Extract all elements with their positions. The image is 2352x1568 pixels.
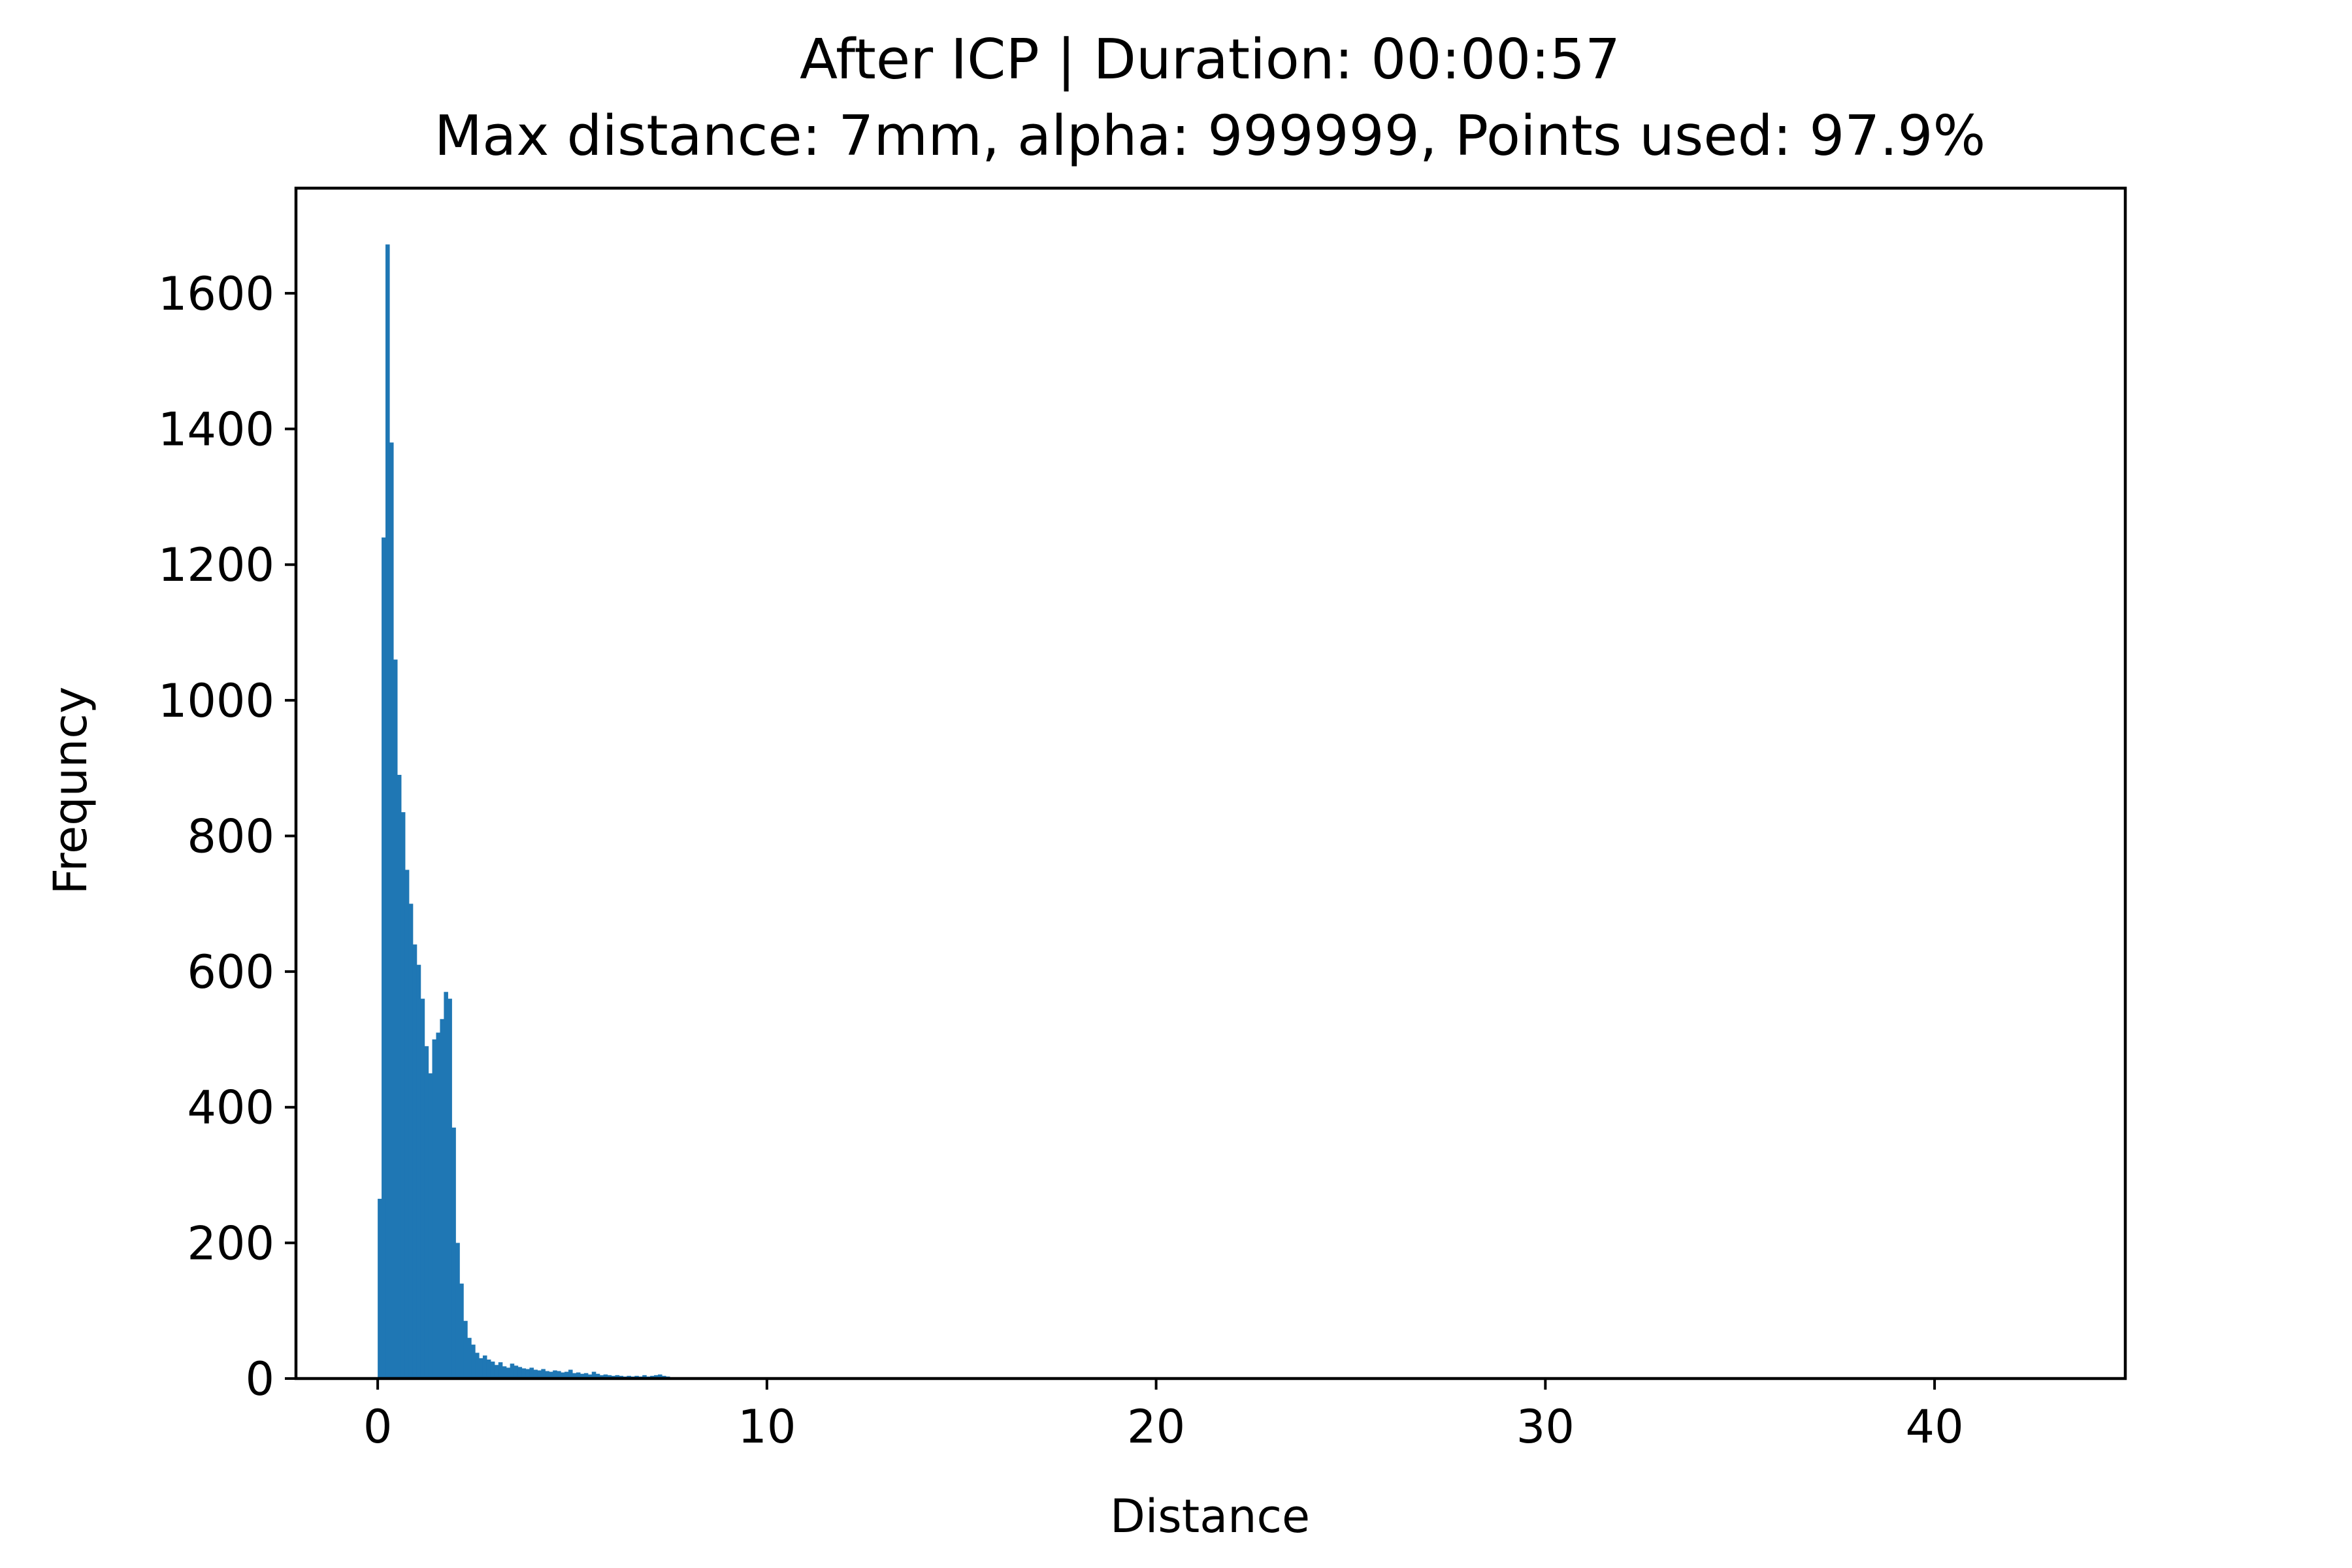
histogram-bar <box>591 1371 596 1379</box>
histogram-bar <box>658 1374 662 1379</box>
histogram-bar <box>654 1375 659 1379</box>
histogram-bar <box>467 1337 472 1379</box>
y-tick-label: 1000 <box>158 674 274 728</box>
histogram-bar <box>533 1369 538 1379</box>
histogram-bar <box>408 904 414 1379</box>
histogram-bar <box>385 244 390 1379</box>
x-tick-label: 10 <box>738 1400 796 1454</box>
histogram-bar <box>490 1362 495 1379</box>
histogram-bar <box>576 1372 581 1379</box>
chart-subtitle: Max distance: 7mm, alpha: 999999, Points… <box>434 104 1986 169</box>
histogram-bar <box>587 1374 593 1379</box>
y-tick-label: 1600 <box>158 267 274 321</box>
histogram-bar <box>471 1345 476 1379</box>
histogram-bar <box>494 1365 499 1379</box>
histogram-bar <box>444 992 448 1379</box>
x-tick-label: 30 <box>1516 1400 1575 1454</box>
y-axis-ticks: 0 200 400 600 800 1000 1200 1400 1600 <box>158 267 296 1406</box>
histogram-bar <box>400 812 406 1379</box>
histogram-bar <box>557 1371 561 1379</box>
histogram-bar <box>615 1375 620 1379</box>
histogram-bar <box>404 870 410 1379</box>
histogram-bar <box>595 1373 600 1379</box>
histogram-bar <box>412 944 417 1379</box>
histogram-bar <box>510 1364 515 1379</box>
histogram-bar <box>502 1366 507 1379</box>
y-tick-label: 1200 <box>158 538 274 592</box>
histogram-bar <box>607 1375 612 1379</box>
y-tick-label: 200 <box>187 1217 274 1270</box>
y-tick-label: 800 <box>187 809 274 863</box>
histogram-bar <box>424 1046 429 1379</box>
histogram-bar <box>436 1032 441 1379</box>
histogram-bar <box>420 998 425 1379</box>
histogram-bar <box>440 1019 444 1379</box>
plot-frame <box>294 186 2127 1380</box>
histogram-bar <box>537 1370 542 1379</box>
histogram-bar <box>416 964 421 1379</box>
histogram-bar <box>517 1367 523 1379</box>
histogram-bar <box>448 998 452 1379</box>
histogram-bar <box>397 775 402 1379</box>
histogram-bar <box>378 1198 382 1379</box>
histogram-bar <box>583 1373 589 1379</box>
chart-title: After ICP | Duration: 00:00:57 <box>800 27 1620 92</box>
x-axis-ticks: 0 10 20 30 40 <box>363 1379 1964 1454</box>
histogram-bar <box>498 1362 503 1379</box>
histogram-bar <box>603 1374 608 1379</box>
histogram-bar <box>572 1373 577 1379</box>
y-tick-label: 0 <box>245 1352 274 1406</box>
histogram-bar <box>568 1369 573 1379</box>
histogram-bars <box>378 244 670 1379</box>
histogram-bar <box>393 659 398 1379</box>
histogram-bar <box>455 1243 460 1379</box>
histogram-bar <box>549 1371 553 1379</box>
x-tick-label: 0 <box>363 1400 393 1454</box>
histogram-bar <box>561 1372 565 1379</box>
histogram-bar <box>553 1370 557 1379</box>
histogram-bar <box>580 1373 585 1379</box>
histogram-bar <box>459 1283 464 1379</box>
histogram-bar <box>525 1369 531 1379</box>
histogram-bar <box>428 1073 433 1379</box>
y-tick-label: 600 <box>187 945 274 999</box>
histogram-bar <box>521 1368 527 1379</box>
x-tick-label: 40 <box>1906 1400 1964 1454</box>
histogram-bar <box>479 1358 483 1379</box>
histogram-bar <box>599 1375 604 1379</box>
x-tick-label: 20 <box>1127 1400 1185 1454</box>
histogram-bar <box>545 1371 549 1379</box>
y-axis-label: Frequncy <box>44 687 97 895</box>
histogram-bar <box>382 537 386 1379</box>
histogram-bar <box>514 1365 519 1379</box>
histogram-bar <box>506 1367 511 1379</box>
histogram-bar <box>486 1359 491 1379</box>
histogram-bar <box>432 1039 437 1379</box>
y-tick-label: 1400 <box>158 403 274 457</box>
histogram-bar <box>389 442 394 1379</box>
histogram-bar <box>463 1320 468 1379</box>
y-tick-label: 400 <box>187 1081 274 1135</box>
histogram-bar <box>642 1375 647 1379</box>
histogram-bar <box>541 1369 546 1379</box>
histogram-bar <box>475 1352 480 1379</box>
x-axis-label: Distance <box>1110 1490 1310 1543</box>
histogram-bar <box>529 1367 534 1379</box>
histogram-bar <box>482 1355 487 1379</box>
histogram-bar <box>451 1127 456 1379</box>
histogram-bar <box>564 1371 569 1379</box>
